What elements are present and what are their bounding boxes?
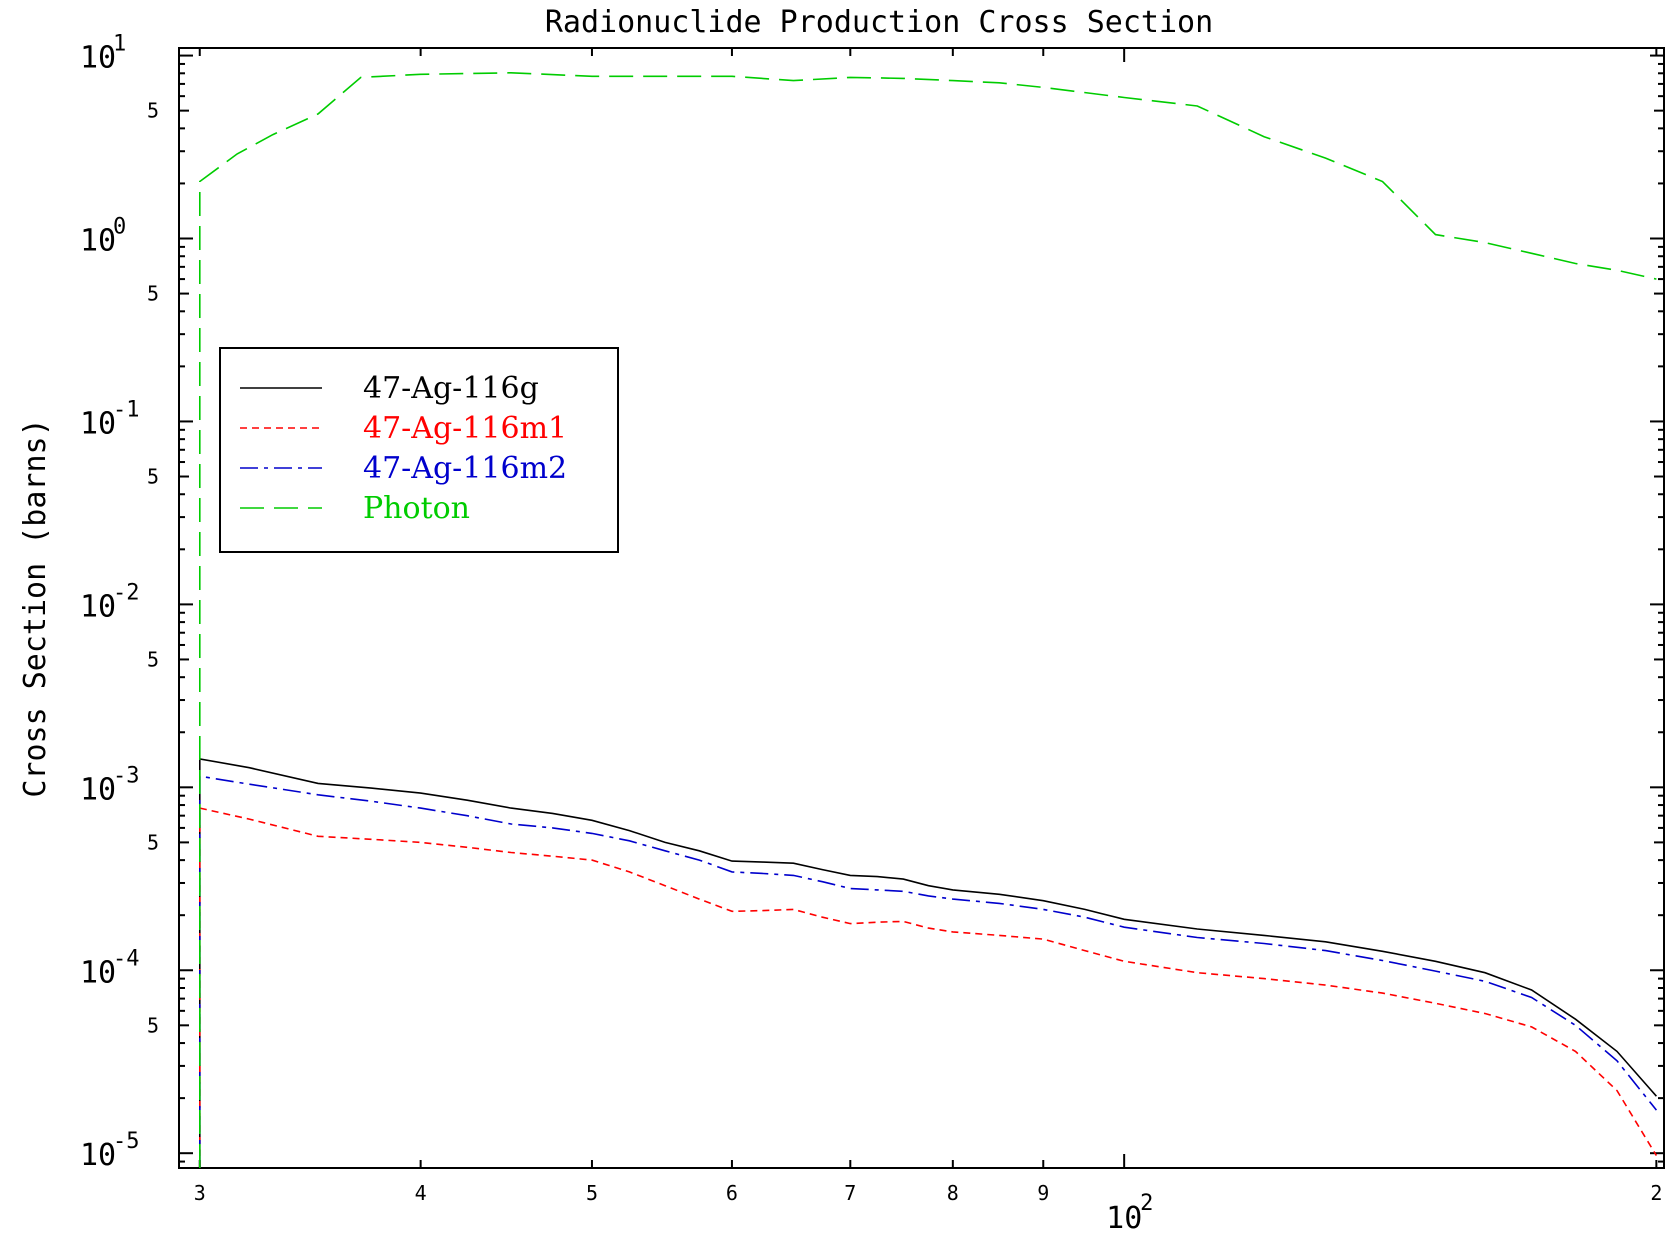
series-line-4	[199, 71, 1657, 1168]
y-tick-label-minor: 5	[147, 99, 159, 123]
x-tick-label: 102	[1106, 1191, 1153, 1233]
legend: 47-Ag-116g 47-Ag-116m1 47-Ag-116m2 Photon	[219, 347, 619, 553]
x-tick-label-value: 6	[726, 1181, 738, 1205]
series-line-1	[199, 757, 1658, 1168]
y-axis-label: Cross Section (barns)	[18, 418, 53, 797]
y-tick-label-base: 10	[80, 41, 116, 76]
x-tick-label: 9	[1037, 1181, 1049, 1205]
y-tick-label-minor: 5	[147, 647, 159, 671]
y-tick-label-minor: 5	[147, 1013, 159, 1037]
y-tick-label-exp: -1	[113, 397, 140, 422]
legend-label: 47-Ag-116m2	[363, 451, 567, 486]
y-tick-label-base: 10	[80, 1138, 116, 1173]
x-tick-label: 4	[415, 1181, 427, 1205]
y-tick-label: 5	[147, 465, 159, 489]
chart-title: Radionuclide Production Cross Section	[545, 5, 1213, 40]
y-tick-label: 5	[147, 830, 159, 854]
legend-label: 47-Ag-116g	[363, 371, 539, 406]
y-tick-label: 5	[147, 282, 159, 306]
x-tick-label: 8	[947, 1181, 959, 1205]
x-tick-label: 3	[194, 1181, 206, 1205]
y-tick-label-exp: -4	[113, 946, 140, 971]
legend-label: Photon	[363, 491, 470, 526]
x-tick-label: 2	[1650, 1181, 1662, 1205]
x-tick-label: 7	[844, 1181, 856, 1205]
y-tick-label: 10-5	[80, 1129, 140, 1173]
y-tick-label: 10-3	[80, 763, 140, 807]
y-tick-label-minor: 5	[147, 830, 159, 854]
x-tick-label-value: 9	[1037, 1181, 1049, 1205]
y-tick-label: 5	[147, 99, 159, 123]
y-tick-label: 5	[147, 1013, 159, 1037]
y-tick-label-exp: 0	[113, 215, 126, 240]
x-tick-label: 6	[726, 1181, 738, 1205]
y-tick-label-exp: 1	[113, 32, 126, 57]
legend-label: 47-Ag-116m1	[363, 411, 567, 446]
x-tick-label-value: 7	[844, 1181, 856, 1205]
x-tick-label-exp: 2	[1140, 1191, 1153, 1216]
y-tick-label: 10-1	[80, 397, 140, 441]
y-tick-label-base: 10	[80, 224, 116, 259]
y-tick-label-base: 10	[80, 589, 116, 624]
plot-frame	[178, 47, 1665, 1169]
x-tick-label-value: 3	[194, 1181, 206, 1205]
y-tick-label-minor: 5	[147, 465, 159, 489]
axis-ticks	[179, 48, 1664, 1168]
y-tick-label-base: 10	[80, 772, 116, 807]
series-line-3	[199, 775, 1658, 1168]
x-tick-label: 5	[586, 1181, 598, 1205]
legend-box	[219, 347, 619, 553]
y-tick-label: 101	[80, 32, 126, 76]
y-tick-label-base: 10	[80, 955, 116, 990]
y-tick-label-exp: -5	[113, 1129, 140, 1154]
x-tick-label-value: 5	[586, 1181, 598, 1205]
y-tick-label-minor: 5	[147, 282, 159, 306]
x-tick-label-value: 8	[947, 1181, 959, 1205]
x-tick-label-value: 2	[1650, 1181, 1662, 1205]
y-tick-label: 10-2	[80, 580, 140, 624]
series-line-2	[199, 807, 1658, 1168]
y-tick-label-exp: -2	[113, 580, 140, 605]
series-layer	[199, 71, 1658, 1168]
x-tick-label-value: 4	[415, 1181, 427, 1205]
y-tick-label: 10-4	[80, 946, 140, 990]
y-tick-label: 5	[147, 647, 159, 671]
y-tick-label-base: 10	[80, 406, 116, 441]
x-tick-label-base: 10	[1106, 1201, 1142, 1233]
y-tick-label: 100	[80, 215, 126, 259]
y-tick-label-exp: -3	[113, 763, 140, 788]
